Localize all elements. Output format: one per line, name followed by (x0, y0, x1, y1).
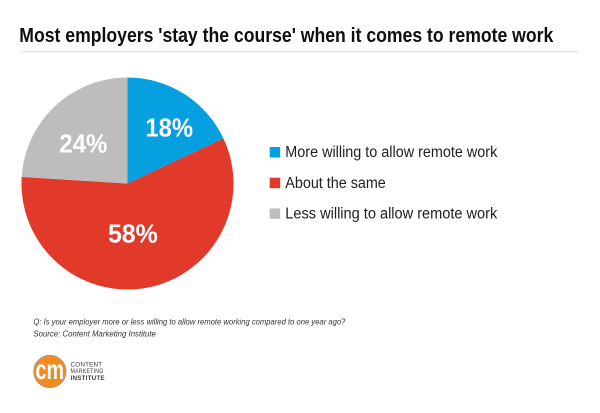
svg-text:Q: Is your employer more or le: Q: Is your employer more or less willing… (33, 317, 345, 327)
svg-text:Less willing to allow remote w: Less willing to allow remote work (285, 206, 497, 223)
svg-text:Most employers 'stay the cours: Most employers 'stay the course' when it… (19, 25, 554, 47)
svg-text:58%: 58% (108, 221, 158, 249)
svg-text:About the same: About the same (285, 175, 386, 192)
svg-text:24%: 24% (59, 131, 107, 159)
svg-text:INSTITUTE: INSTITUTE (71, 375, 105, 382)
svg-text:Source: Content Marketing Inst: Source: Content Marketing Institute (33, 328, 156, 338)
svg-text:cm: cm (36, 354, 65, 385)
svg-text:CONTENT: CONTENT (71, 361, 103, 368)
svg-text:MARKETING: MARKETING (71, 368, 104, 375)
svg-text:More willing to allow remote w: More willing to allow remote work (285, 144, 497, 161)
svg-text:18%: 18% (145, 115, 193, 143)
